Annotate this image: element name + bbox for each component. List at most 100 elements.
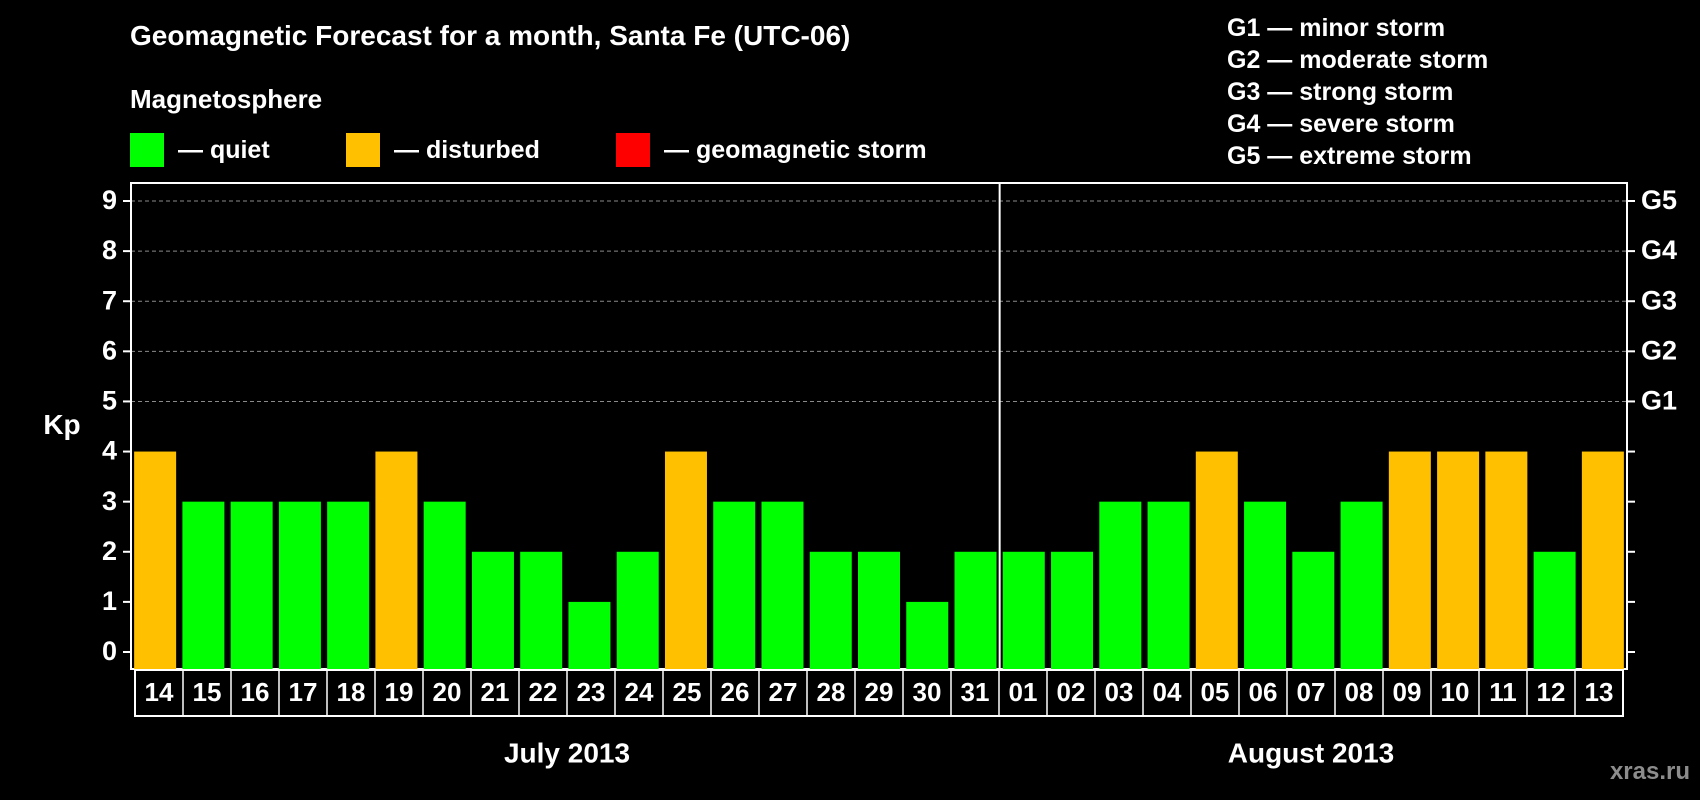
x-tick-label-02: 02: [1057, 677, 1086, 707]
x-tick-label-28: 28: [817, 677, 846, 707]
x-tick-label-27: 27: [769, 677, 798, 707]
right-tick-label-G4: G4: [1641, 235, 1677, 265]
month-label: August 2013: [1228, 737, 1395, 768]
y-axis-label: Kp: [43, 409, 80, 440]
y-tick-label-1: 1: [102, 586, 117, 616]
x-tick-label-05: 05: [1201, 677, 1230, 707]
bar-10: [1437, 451, 1480, 669]
storm-level-g1: G1 — minor storm: [1227, 14, 1446, 42]
bar-25: [664, 451, 707, 669]
x-tick-label-08: 08: [1345, 677, 1374, 707]
bar-03: [1099, 501, 1142, 669]
y-tick-label-6: 6: [102, 335, 117, 365]
right-tick-label-G5: G5: [1641, 185, 1677, 215]
bar-22: [520, 551, 563, 669]
x-tick-label-17: 17: [289, 677, 318, 707]
y-tick-label-7: 7: [102, 285, 117, 315]
legend-item-storm: — geomagnetic storm: [616, 133, 927, 167]
bar-18: [327, 501, 370, 669]
y-tick-label-3: 3: [102, 486, 117, 516]
y-tick-label-8: 8: [102, 235, 117, 265]
bar-20: [423, 501, 466, 669]
x-tick-label-16: 16: [241, 677, 270, 707]
bar-31: [954, 551, 997, 669]
bar-08: [1340, 501, 1383, 669]
bar-06: [1244, 501, 1287, 669]
x-tick-label-15: 15: [193, 677, 222, 707]
x-tick-label-14: 14: [145, 677, 174, 707]
x-tick-label-21: 21: [481, 677, 510, 707]
storm-level-g4: G4 — severe storm: [1227, 110, 1455, 138]
x-tick-label-30: 30: [913, 677, 942, 707]
x-tick-label-29: 29: [865, 677, 894, 707]
x-tick-label-24: 24: [625, 677, 654, 707]
bar-05: [1195, 451, 1238, 669]
right-tick-label-G3: G3: [1641, 285, 1677, 315]
storm-level-g3: G3 — strong storm: [1227, 78, 1454, 106]
x-tick-label-09: 09: [1393, 677, 1422, 707]
disturbed-swatch: [346, 133, 380, 167]
watermark: xras.ru: [1609, 758, 1690, 785]
y-tick-label-5: 5: [102, 386, 117, 416]
x-tick-label-07: 07: [1297, 677, 1326, 707]
bar-02: [1051, 551, 1094, 669]
bar-07: [1292, 551, 1335, 669]
chart-title: Geomagnetic Forecast for a month, Santa …: [130, 20, 851, 51]
right-tick-label-G1: G1: [1641, 386, 1677, 416]
date-row-frame: [134, 669, 1624, 717]
y-tick-label-4: 4: [102, 436, 117, 466]
legend-item-disturbed: — disturbed: [346, 133, 540, 167]
legend-label-storm: — geomagnetic storm: [664, 135, 927, 164]
x-tick-label-01: 01: [1009, 677, 1038, 707]
bar-19: [375, 451, 418, 669]
x-tick-label-31: 31: [961, 677, 990, 707]
legend-label-quiet: — quiet: [178, 135, 270, 164]
x-tick-label-19: 19: [385, 677, 414, 707]
bar-15: [182, 501, 225, 669]
bar-09: [1388, 451, 1431, 669]
storm-scale-list: G1 — minor storm G2 — moderate storm G3 …: [1227, 12, 1488, 172]
x-tick-label-06: 06: [1249, 677, 1278, 707]
x-tick-label-10: 10: [1441, 677, 1470, 707]
storm-swatch: [616, 133, 650, 167]
month-label: July 2013: [504, 737, 630, 768]
bar-21: [471, 551, 514, 669]
x-tick-label-18: 18: [337, 677, 366, 707]
storm-level-g2: G2 — moderate storm: [1227, 46, 1489, 74]
y-tick-label-0: 0: [102, 636, 117, 666]
y-tick-label-2: 2: [102, 536, 117, 566]
x-tick-label-22: 22: [529, 677, 558, 707]
legend-heading: Magnetosphere: [130, 84, 323, 114]
x-tick-label-25: 25: [673, 677, 702, 707]
bar-16: [230, 501, 273, 669]
bar-24: [616, 551, 659, 669]
x-tick-label-26: 26: [721, 677, 750, 707]
bar-01: [1002, 551, 1045, 669]
quiet-swatch: [130, 133, 164, 167]
bar-17: [278, 501, 321, 669]
x-tick-label-13: 13: [1585, 677, 1614, 707]
x-tick-label-11: 11: [1489, 677, 1517, 707]
legend-label-disturbed: — disturbed: [394, 135, 540, 164]
x-tick-label-04: 04: [1153, 677, 1182, 707]
bar-11: [1485, 451, 1528, 669]
x-tick-label-12: 12: [1537, 677, 1566, 707]
bar-14: [134, 451, 177, 669]
bar-30: [906, 601, 949, 669]
bar-13: [1581, 451, 1624, 669]
legend-item-quiet: — quiet: [130, 133, 270, 167]
y-tick-label-9: 9: [102, 185, 117, 215]
bar-12: [1533, 551, 1576, 669]
storm-level-g5: G5 — extreme storm: [1227, 142, 1472, 170]
right-tick-label-G2: G2: [1641, 335, 1677, 365]
x-tick-label-03: 03: [1105, 677, 1134, 707]
bar-26: [713, 501, 756, 669]
x-tick-label-20: 20: [433, 677, 462, 707]
bar-27: [761, 501, 804, 669]
bar-29: [858, 551, 900, 669]
bar-28: [809, 551, 852, 669]
x-tick-label-23: 23: [577, 677, 606, 707]
bar-23: [568, 601, 611, 669]
bar-04: [1147, 501, 1190, 669]
